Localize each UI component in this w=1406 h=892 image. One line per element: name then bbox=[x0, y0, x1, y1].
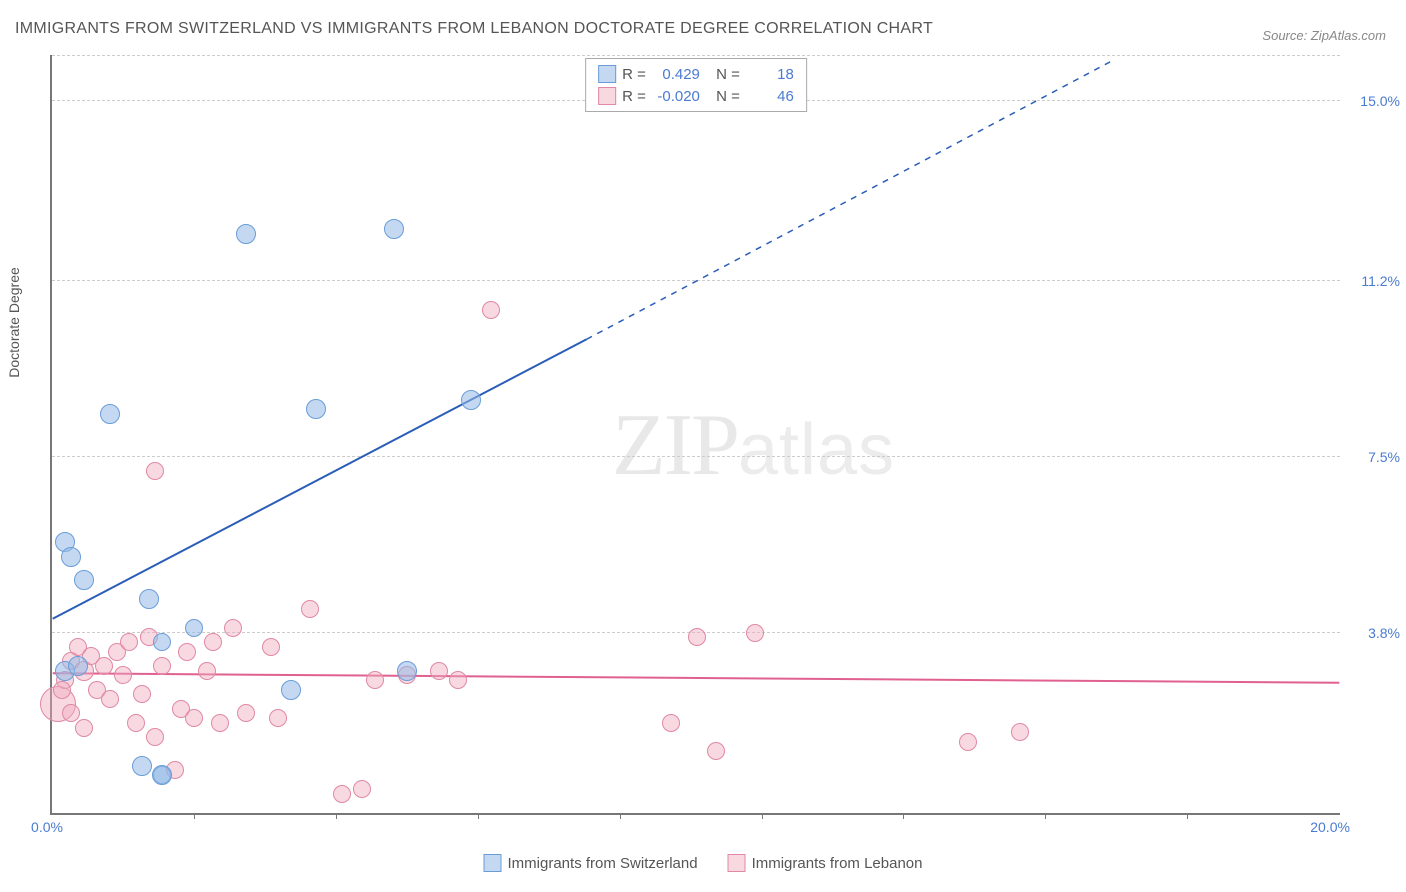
legend-item-lebanon: Immigrants from Lebanon bbox=[728, 854, 923, 872]
y-axis-title: Doctorate Degree bbox=[6, 267, 22, 378]
source-value: ZipAtlas.com bbox=[1311, 28, 1386, 43]
data-point-lebanon bbox=[133, 685, 151, 703]
swatch-pink-icon bbox=[728, 854, 746, 872]
swatch-blue-icon bbox=[484, 854, 502, 872]
data-point-lebanon bbox=[262, 638, 280, 656]
swatch-pink-icon bbox=[598, 87, 616, 105]
legend: Immigrants from Switzerland Immigrants f… bbox=[484, 854, 923, 872]
grid-line bbox=[52, 55, 1340, 56]
swatch-blue-icon bbox=[598, 65, 616, 83]
data-point-lebanon bbox=[120, 633, 138, 651]
correlation-row-switzerland: R = 0.429 N = 18 bbox=[598, 63, 794, 85]
data-point-lebanon bbox=[198, 662, 216, 680]
x-tick bbox=[1045, 813, 1046, 819]
data-point-lebanon bbox=[449, 671, 467, 689]
data-point-switzerland bbox=[139, 589, 159, 609]
data-point-lebanon bbox=[146, 728, 164, 746]
data-point-lebanon bbox=[75, 719, 93, 737]
data-point-switzerland bbox=[185, 619, 203, 637]
data-point-lebanon bbox=[146, 462, 164, 480]
grid-line bbox=[52, 456, 1340, 457]
data-point-switzerland bbox=[306, 399, 326, 419]
correlation-row-lebanon: R = -0.020 N = 46 bbox=[598, 85, 794, 107]
watermark-zip: ZIP bbox=[612, 397, 738, 494]
n-value-switzerland: 18 bbox=[746, 66, 794, 83]
data-point-lebanon bbox=[178, 643, 196, 661]
r-label: R = bbox=[622, 66, 646, 83]
regression-lines bbox=[52, 55, 1340, 813]
x-tick-label: 20.0% bbox=[1310, 819, 1350, 835]
x-tick bbox=[194, 813, 195, 819]
n-value-lebanon: 46 bbox=[746, 88, 794, 105]
source-attribution: Source: ZipAtlas.com bbox=[1262, 28, 1386, 43]
data-point-lebanon bbox=[1011, 723, 1029, 741]
data-point-switzerland bbox=[461, 390, 481, 410]
regression-line-lebanon bbox=[53, 673, 1340, 682]
x-tick-label: 0.0% bbox=[31, 819, 63, 835]
data-point-lebanon bbox=[101, 690, 119, 708]
x-tick bbox=[620, 813, 621, 819]
r-label: R = bbox=[622, 88, 646, 105]
data-point-switzerland bbox=[397, 661, 417, 681]
data-point-switzerland bbox=[281, 680, 301, 700]
data-point-lebanon bbox=[95, 657, 113, 675]
watermark: ZIPatlas bbox=[612, 395, 895, 496]
data-point-switzerland bbox=[61, 547, 81, 567]
source-label: Source: bbox=[1262, 28, 1307, 43]
data-point-lebanon bbox=[211, 714, 229, 732]
data-point-switzerland bbox=[68, 656, 88, 676]
y-tick-label: 15.0% bbox=[1360, 93, 1400, 109]
data-point-switzerland bbox=[236, 224, 256, 244]
data-point-switzerland bbox=[152, 765, 172, 785]
regression-line-switzerland bbox=[53, 339, 587, 619]
x-tick bbox=[1187, 813, 1188, 819]
data-point-switzerland bbox=[74, 570, 94, 590]
data-point-lebanon bbox=[959, 733, 977, 751]
legend-item-switzerland: Immigrants from Switzerland bbox=[484, 854, 698, 872]
data-point-lebanon bbox=[333, 785, 351, 803]
y-tick-label: 11.2% bbox=[1361, 273, 1400, 289]
data-point-lebanon bbox=[237, 704, 255, 722]
n-label: N = bbox=[716, 66, 740, 83]
x-tick bbox=[478, 813, 479, 819]
data-point-lebanon bbox=[204, 633, 222, 651]
data-point-lebanon bbox=[224, 619, 242, 637]
r-value-lebanon: -0.020 bbox=[652, 88, 700, 105]
data-point-switzerland bbox=[153, 633, 171, 651]
y-tick-label: 7.5% bbox=[1368, 449, 1400, 465]
x-tick bbox=[762, 813, 763, 819]
chart-title: IMMIGRANTS FROM SWITZERLAND VS IMMIGRANT… bbox=[15, 20, 933, 38]
n-label: N = bbox=[716, 88, 740, 105]
data-point-lebanon bbox=[707, 742, 725, 760]
data-point-switzerland bbox=[384, 219, 404, 239]
legend-label-switzerland: Immigrants from Switzerland bbox=[508, 855, 698, 872]
data-point-lebanon bbox=[53, 681, 71, 699]
data-point-lebanon bbox=[153, 657, 171, 675]
data-point-lebanon bbox=[301, 600, 319, 618]
data-point-switzerland bbox=[100, 404, 120, 424]
x-tick bbox=[336, 813, 337, 819]
data-point-lebanon bbox=[269, 709, 287, 727]
data-point-lebanon bbox=[127, 714, 145, 732]
data-point-lebanon bbox=[366, 671, 384, 689]
data-point-lebanon bbox=[185, 709, 203, 727]
legend-label-lebanon: Immigrants from Lebanon bbox=[752, 855, 923, 872]
r-value-switzerland: 0.429 bbox=[652, 66, 700, 83]
data-point-lebanon bbox=[746, 624, 764, 642]
y-tick-label: 3.8% bbox=[1368, 625, 1400, 641]
data-point-lebanon bbox=[114, 666, 132, 684]
data-point-lebanon bbox=[430, 662, 448, 680]
data-point-lebanon bbox=[482, 301, 500, 319]
data-point-lebanon bbox=[662, 714, 680, 732]
watermark-atlas: atlas bbox=[738, 410, 895, 490]
grid-line bbox=[52, 280, 1340, 281]
x-tick bbox=[903, 813, 904, 819]
scatter-plot: ZIPatlas 3.8%7.5%11.2%15.0%0.0%20.0% R =… bbox=[50, 55, 1340, 815]
data-point-switzerland bbox=[132, 756, 152, 776]
correlation-box: R = 0.429 N = 18 R = -0.020 N = 46 bbox=[585, 58, 807, 112]
data-point-lebanon bbox=[688, 628, 706, 646]
data-point-lebanon bbox=[353, 780, 371, 798]
